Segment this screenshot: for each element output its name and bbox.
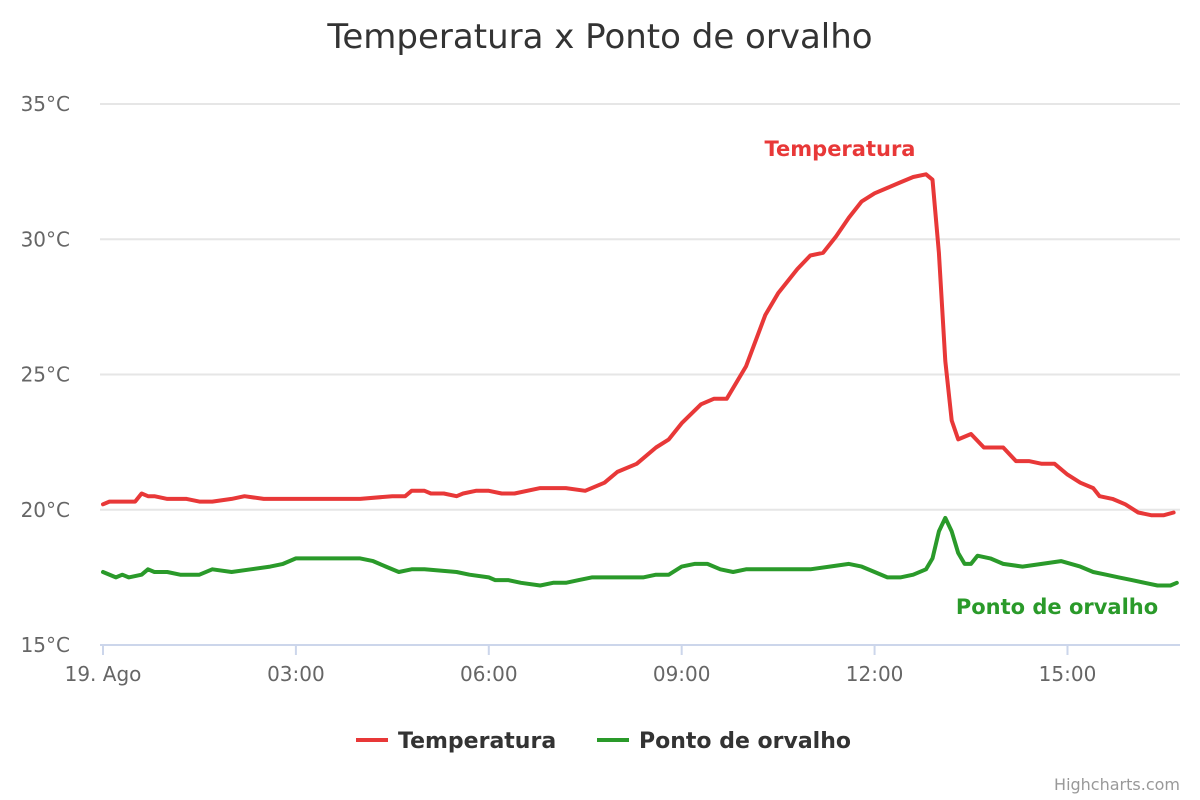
grid-lines xyxy=(100,103,1180,511)
legend-label-ponto-de-orvalho: Ponto de orvalho xyxy=(639,729,851,754)
y-tick-label: 35°C xyxy=(21,92,70,116)
series-label-ponto-de-orvalho: Ponto de orvalho xyxy=(956,595,1158,619)
y-tick-label: 15°C xyxy=(21,633,70,657)
y-axis-labels: 15°C 20°C 25°C 30°C 35°C xyxy=(21,92,70,657)
x-axis: 19. Ago 03:00 06:00 09:00 12:00 15:00 xyxy=(65,644,1180,686)
y-tick-label: 25°C xyxy=(21,363,70,387)
legend: Temperatura Ponto de orvalho xyxy=(356,729,851,754)
legend-item-ponto-de-orvalho[interactable]: Ponto de orvalho xyxy=(597,729,851,754)
credits-link[interactable]: Highcharts.com xyxy=(1054,775,1180,794)
chart-title: Temperatura x Ponto de orvalho xyxy=(326,17,872,57)
x-tick-label: 06:00 xyxy=(460,662,518,686)
x-tick-label: 12:00 xyxy=(846,662,904,686)
y-tick-label: 20°C xyxy=(21,498,70,522)
legend-item-temperatura[interactable]: Temperatura xyxy=(356,729,556,754)
series-line-ponto-de-orvalho xyxy=(101,515,1179,588)
series-line-temperatura xyxy=(101,172,1176,518)
legend-label-temperatura: Temperatura xyxy=(398,729,556,754)
y-tick-label: 30°C xyxy=(21,227,70,251)
x-tick-label: 15:00 xyxy=(1039,662,1097,686)
series-label-temperatura: Temperatura xyxy=(765,137,916,161)
x-tick-label: 03:00 xyxy=(267,662,325,686)
x-tick-label: 19. Ago xyxy=(65,662,142,686)
x-tick-label: 09:00 xyxy=(653,662,711,686)
series-lines xyxy=(101,172,1179,588)
